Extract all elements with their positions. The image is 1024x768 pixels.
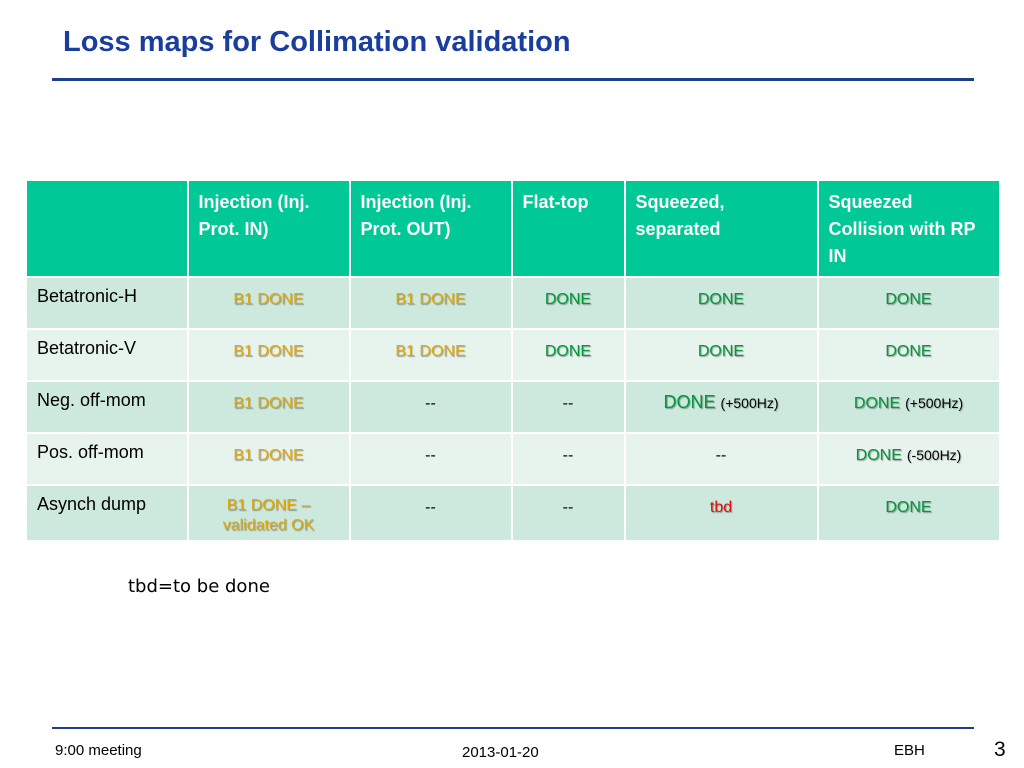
- row-label: Betatronic-H: [26, 276, 189, 330]
- header-squeezed-collision-rp-in: Squeezed Collision with RP IN: [817, 180, 1001, 278]
- frequency-note: (+500Hz): [905, 395, 964, 411]
- footer-divider: [52, 727, 974, 729]
- status-done-text: DONE: [544, 343, 592, 360]
- status-cell: DONE: [817, 328, 1001, 382]
- table-row: Betatronic-H B1 DONE B1 DONE DONE DONE DONE: [26, 276, 1001, 330]
- status-done-text: DONE: [885, 343, 932, 360]
- row-label: Asynch dump: [26, 484, 189, 542]
- not-applicable-dash: --: [425, 447, 436, 464]
- status-done-text: DONE: [544, 291, 592, 308]
- not-applicable-dash: --: [562, 447, 574, 464]
- status-done-text: DONE: [885, 291, 932, 308]
- status-cell: B1 DONE: [187, 432, 351, 486]
- status-done-text: DONE: [697, 291, 745, 308]
- status-b1-text: B1 DONE: [233, 395, 304, 412]
- status-cell: --: [511, 484, 626, 542]
- status-cell: B1 DONE: [187, 380, 351, 434]
- status-cell: DONE: [511, 328, 626, 382]
- not-applicable-dash: --: [425, 395, 436, 412]
- status-cell: --: [511, 432, 626, 486]
- table-row: Pos. off-mom B1 DONE -- -- -- DONE (-500Hz): [26, 432, 1001, 486]
- status-cell: DONE: [511, 276, 626, 330]
- row-label: Pos. off-mom: [26, 432, 189, 486]
- collimation-table: Injection (Inj. Prot. IN) Injection (Inj…: [26, 180, 1001, 542]
- status-cell: --: [349, 432, 513, 486]
- status-cell: --: [349, 380, 513, 434]
- status-cell: DONE (+500Hz): [624, 380, 819, 434]
- table-row: Asynch dump B1 DONE – validated OK -- -- tbd…: [26, 484, 1001, 542]
- status-b1-text: B1 DONE: [233, 447, 304, 464]
- header-squeezed-separated: Squeezed, separated: [624, 180, 819, 278]
- header-injection-inj-prot-out: Injection (Inj. Prot. OUT): [349, 180, 513, 278]
- status-b1-text: B1 DONE: [395, 343, 466, 360]
- status-cell: B1 DONE – validated OK: [187, 484, 351, 542]
- status-b1-text: B1 DONE: [395, 291, 466, 308]
- title-divider: [52, 78, 974, 81]
- page-number: 3: [994, 738, 1006, 761]
- table-header-row: Injection (Inj. Prot. IN) Injection (Inj…: [26, 180, 1001, 278]
- status-done-text: DONE: [853, 395, 901, 412]
- footer-date: 2013-01-20: [462, 744, 539, 761]
- row-label: Neg. off-mom: [26, 380, 189, 434]
- status-done-text: DONE: [885, 499, 932, 516]
- row-label: Betatronic-V: [26, 328, 189, 382]
- status-done-text: DONE: [663, 392, 716, 412]
- status-cell: --: [511, 380, 626, 434]
- status-b1-text: B1 DONE – validated OK: [222, 497, 315, 534]
- status-b1-text: B1 DONE: [233, 343, 304, 360]
- status-cell: DONE: [817, 276, 1001, 330]
- status-cell: B1 DONE: [349, 328, 513, 382]
- frequency-note: (+500Hz): [720, 395, 779, 411]
- not-applicable-dash: --: [562, 395, 574, 412]
- status-cell: --: [349, 484, 513, 542]
- status-cell: DONE: [624, 276, 819, 330]
- status-tbd-text: tbd: [709, 499, 733, 516]
- footer-author: EBH: [894, 742, 925, 759]
- status-cell: --: [624, 432, 819, 486]
- slide-title: Loss maps for Collimation validation: [63, 26, 571, 58]
- status-cell: DONE (+500Hz): [817, 380, 1001, 434]
- status-done-text: DONE: [697, 343, 745, 360]
- status-cell: B1 DONE: [187, 328, 351, 382]
- status-cell: DONE (-500Hz): [817, 432, 1001, 486]
- not-applicable-dash: --: [425, 499, 436, 516]
- status-cell: tbd: [624, 484, 819, 542]
- frequency-note: (-500Hz): [906, 447, 962, 463]
- status-cell: DONE: [817, 484, 1001, 542]
- table-row: Betatronic-V B1 DONE B1 DONE DONE DONE DONE: [26, 328, 1001, 382]
- table-row: Neg. off-mom B1 DONE -- -- DONE (+500Hz) DONE…: [26, 380, 1001, 434]
- status-cell: B1 DONE: [349, 276, 513, 330]
- header-flat-top: Flat-top: [511, 180, 626, 278]
- status-cell: B1 DONE: [187, 276, 351, 330]
- not-applicable-dash: --: [715, 447, 727, 464]
- header-corner-cell: [26, 180, 189, 278]
- status-b1-text: B1 DONE: [233, 291, 304, 308]
- footer-meeting: 9:00 meeting: [55, 742, 142, 759]
- footnote: tbd=to be done: [128, 576, 270, 597]
- not-applicable-dash: --: [562, 499, 574, 516]
- status-done-text: DONE: [855, 447, 902, 464]
- header-injection-inj-prot-in: Injection (Inj. Prot. IN): [187, 180, 351, 278]
- status-cell: DONE: [624, 328, 819, 382]
